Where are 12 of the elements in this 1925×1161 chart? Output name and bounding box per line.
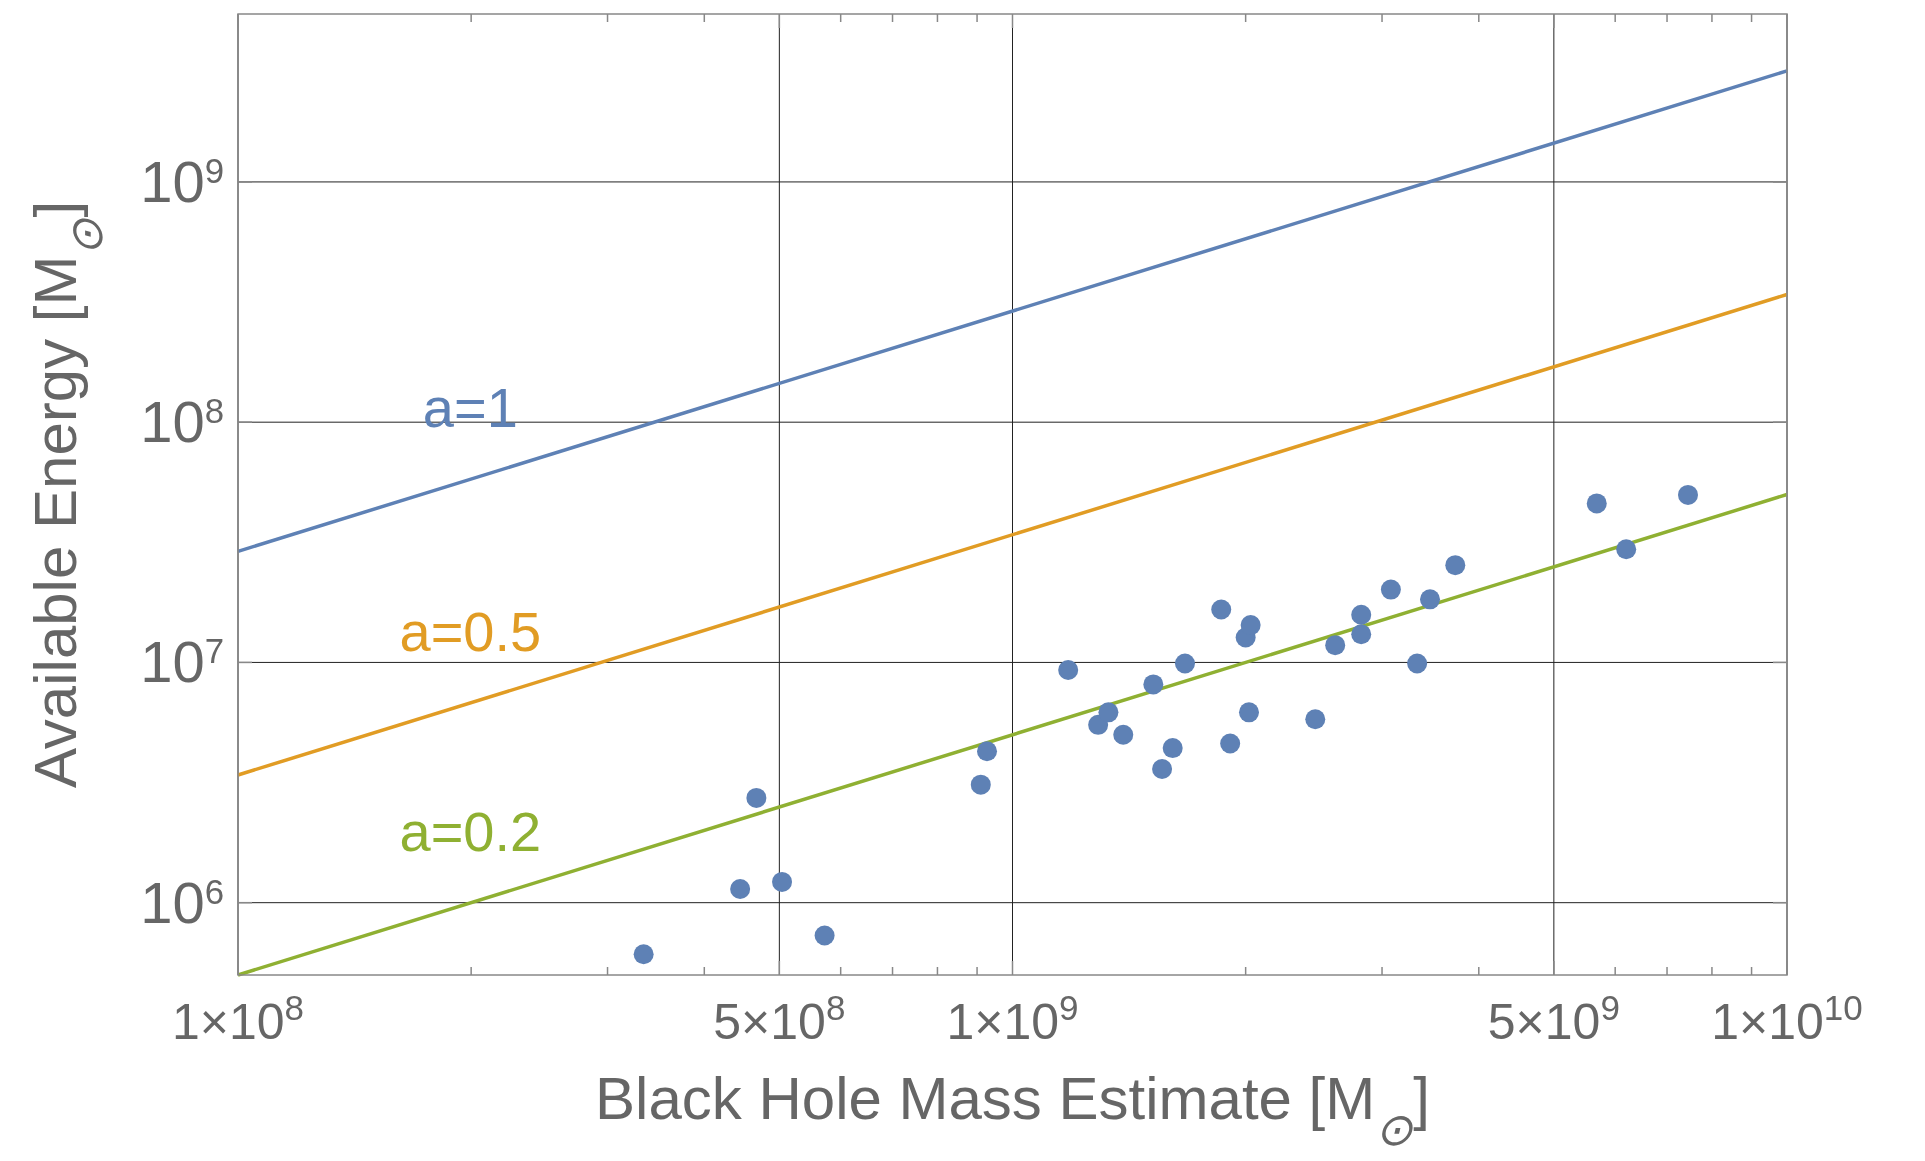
- y-tick-label: 10$^{8}$: [140, 389, 224, 455]
- series-label: a=0.5: [399, 599, 542, 663]
- x-tick-label: 1×10$^{9}$: [946, 987, 1079, 1050]
- y-tick-label: 10$^{9}$: [140, 148, 224, 214]
- series-label: a=0.2: [399, 799, 542, 863]
- y-tick-label: 10$^{6}$: [140, 869, 224, 935]
- y-tick-label: 10$^{7}$: [140, 629, 224, 695]
- x-tick-label: 1×10$^{10}$: [1711, 987, 1863, 1050]
- x-tick-label: 1×10$^{8}$: [171, 987, 305, 1050]
- x-axis-title: Black Hole Mass Estimate [M$_{⊙}$]: [595, 1065, 1430, 1155]
- x-tick-label: 5×10$^{8}$: [713, 987, 846, 1050]
- x-tick-label: 5×10$^{9}$: [1487, 987, 1620, 1050]
